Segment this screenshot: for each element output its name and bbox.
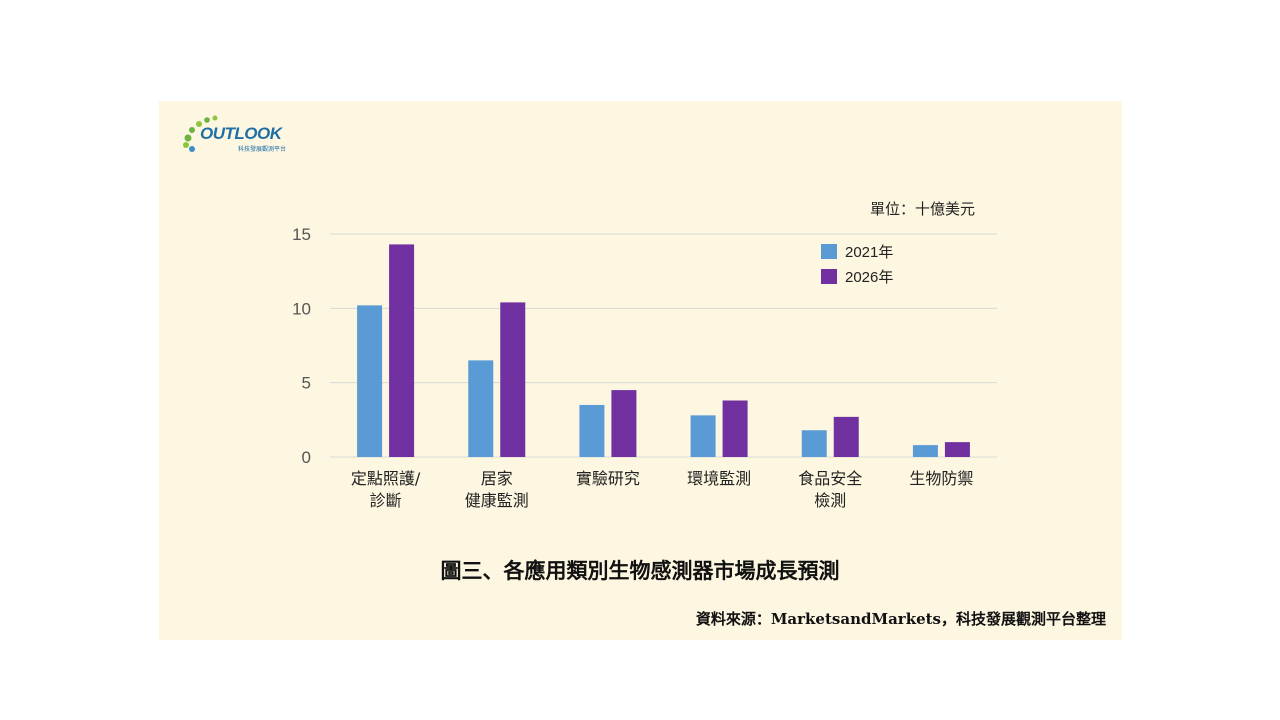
bar [801, 430, 827, 457]
y-tick-label: 10 [292, 299, 311, 318]
figure-title: 圖三、各應用類別生物感測器市場成長預測 [440, 559, 840, 583]
legend-swatch [821, 244, 837, 259]
bar [468, 360, 494, 457]
legend-swatch [821, 269, 837, 284]
chart-panel [159, 101, 1122, 640]
bar [611, 390, 637, 457]
bar [912, 445, 938, 457]
legend-label: 2026年 [845, 269, 893, 286]
source-note: 資料來源：MarketsandMarkets，科技發展觀測平台整理 [695, 610, 1106, 628]
bar [833, 416, 859, 457]
y-tick-label: 0 [302, 448, 311, 467]
y-tick-label: 5 [302, 374, 311, 393]
bar [500, 302, 526, 457]
bar [944, 442, 970, 457]
bar [357, 305, 383, 457]
bar [389, 244, 415, 457]
bar [690, 415, 716, 457]
x-tick-label: 居家 [481, 469, 513, 488]
bar [579, 404, 605, 457]
x-tick-label: 檢測 [814, 491, 846, 510]
legend-label: 2021年 [845, 244, 893, 261]
y-tick-label: 15 [292, 225, 311, 244]
x-tick-label: 生物防禦 [909, 469, 973, 488]
unit-label: 單位：十億美元 [870, 200, 976, 218]
x-tick-label: 健康監測 [465, 491, 529, 510]
logo-name: OUTLOOK [200, 124, 282, 143]
x-tick-label: 定點照護/ [351, 469, 421, 488]
outlook-logo-icon [183, 115, 218, 152]
x-tick-label: 食品安全 [798, 469, 862, 488]
x-tick-label: 實驗研究 [576, 469, 640, 488]
x-tick-label: 診斷 [370, 491, 402, 510]
bar [722, 400, 748, 457]
logo-subtitle: 科技發展觀測平台 [238, 146, 287, 153]
x-tick-label: 環境監測 [687, 469, 751, 488]
